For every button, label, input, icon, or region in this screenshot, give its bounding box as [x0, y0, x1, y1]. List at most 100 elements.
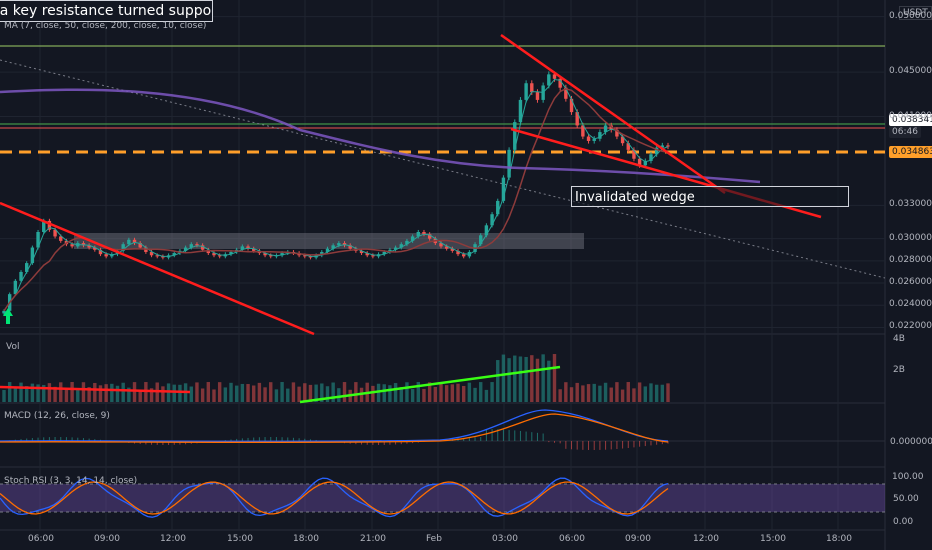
candle-body: [365, 253, 369, 256]
volume-bar: [19, 382, 23, 402]
macd-histogram-bar: [536, 432, 538, 441]
candle-body: [439, 243, 443, 247]
macd-histogram-bar: [156, 441, 158, 445]
volume-bar: [660, 384, 665, 402]
macd-histogram-bar: [508, 429, 510, 441]
candle-body: [410, 236, 415, 241]
macd-histogram-bar: [26, 438, 28, 441]
candle-body: [303, 255, 307, 257]
macd-histogram-bar: [361, 441, 363, 445]
macd-histogram-bar: [230, 439, 232, 441]
volume-bar: [439, 383, 443, 402]
candle-body: [212, 253, 216, 256]
macd-histogram-bar: [610, 441, 612, 450]
candle-body: [632, 149, 636, 159]
macd-histogram-bar: [542, 433, 544, 441]
macd-histogram-bar: [400, 441, 402, 445]
volume-bar: [217, 382, 222, 402]
volume-bar: [371, 385, 375, 402]
macd-legend[interactable]: MACD (12, 26, close, 9): [4, 411, 110, 421]
volume-bar: [246, 384, 250, 402]
volume-bar: [13, 387, 18, 402]
candle-body: [393, 247, 398, 250]
candle-body: [484, 225, 489, 236]
candle-body: [422, 231, 426, 235]
macd-histogram-bar: [531, 432, 533, 441]
wedge-annotation[interactable]: Invalidated wedge: [571, 186, 849, 207]
volume-bar: [280, 382, 284, 402]
macd-histogram-bar: [236, 438, 238, 441]
macd-histogram-bar: [54, 437, 56, 441]
volume-bar: [206, 382, 211, 402]
volume-bar: [30, 383, 35, 402]
stoch-rsi-legend[interactable]: Stoch RSI (3, 3, 14, 14, close): [4, 476, 138, 486]
volume-bar: [354, 382, 358, 402]
candle-body: [70, 244, 74, 247]
macd-histogram-bar: [468, 437, 470, 441]
ma-legend[interactable]: MA (7, close, 50, close, 200, close, 10,…: [4, 21, 207, 31]
candle-body: [331, 245, 335, 249]
volume-bar: [115, 385, 120, 402]
volume-bar: [513, 355, 517, 402]
candle-body: [581, 125, 585, 137]
candle-body: [530, 83, 534, 93]
candle-body: [643, 160, 648, 166]
candle-body: [280, 253, 284, 256]
volume-bar: [501, 354, 506, 402]
volume-bar: [274, 389, 279, 402]
candle-body: [569, 98, 574, 113]
time-tick: 18:00: [293, 534, 319, 544]
macd-histogram-bar: [224, 440, 226, 441]
volume-bar: [388, 385, 392, 402]
time-tick: 21:00: [360, 534, 386, 544]
volume-bar: [433, 386, 438, 402]
candle-body: [195, 244, 199, 246]
volume-bar: [342, 382, 347, 402]
macd-histogram-bar: [71, 437, 73, 441]
candle-body: [666, 145, 670, 147]
candle-body: [172, 253, 176, 256]
volume-bar: [461, 385, 466, 402]
volume-bar: [581, 385, 585, 402]
macd-histogram-bar: [565, 441, 567, 449]
macd-histogram-bar: [644, 441, 646, 447]
volume-bar: [410, 389, 415, 402]
volume-bar: [297, 386, 301, 402]
candle-body: [183, 247, 188, 251]
volume-legend[interactable]: Vol: [6, 342, 20, 352]
candle-body: [524, 83, 528, 100]
candle-body: [416, 231, 420, 237]
macd-histogram-bar: [383, 441, 385, 445]
candle-body: [461, 254, 466, 257]
time-tick: 06:00: [559, 534, 585, 544]
volume-bar: [257, 382, 262, 402]
ma-slow-line: [3, 88, 669, 312]
volume-tick: 2B: [893, 365, 905, 375]
macd-histogram-bar: [48, 437, 50, 441]
chart-annotation[interactable]: s a key resistance turned support.: [0, 0, 213, 22]
volume-bar: [7, 382, 12, 402]
time-tick: 12:00: [693, 534, 719, 544]
candle-body: [586, 136, 591, 141]
volume-bar: [110, 383, 114, 402]
volume-bar: [649, 383, 653, 402]
volume-bar: [592, 383, 596, 402]
volume-bar: [450, 384, 455, 402]
macd-histogram-bar: [599, 441, 601, 450]
candle-body: [450, 248, 455, 251]
volume-bar: [195, 382, 199, 402]
currency-label[interactable]: USDT: [899, 6, 932, 20]
macd-histogram-bar: [37, 437, 39, 441]
current-price-tag: 0.0383411: [889, 114, 932, 126]
time-tick: 06:00: [28, 534, 54, 544]
volume-bar: [223, 387, 228, 402]
volume-bar: [518, 356, 523, 402]
macd-histogram-bar: [650, 441, 652, 446]
macd-histogram-bar: [82, 438, 84, 441]
candle-body: [456, 250, 460, 255]
